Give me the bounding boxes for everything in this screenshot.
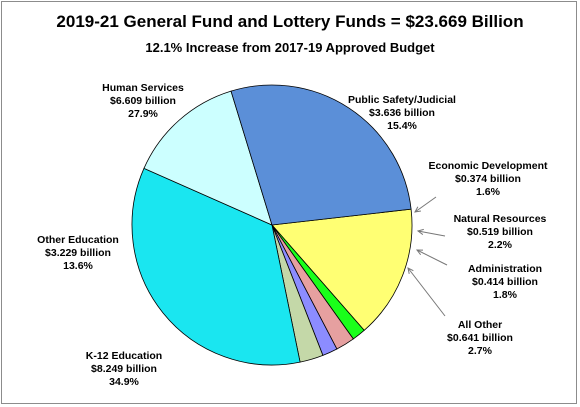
- slice-label-public-safety-judicial: Public Safety/Judicial $3.636 billion 15.4…: [348, 94, 456, 132]
- slice-label-k-12-education: K-12 Education $8.249 billion 34.9%: [86, 350, 162, 388]
- slice-label-other-education: Other Education $3.229 billion 13.6%: [37, 234, 119, 272]
- leader-line-administration: [416, 249, 448, 266]
- chart-title: 2019-21 General Fund and Lottery Funds =…: [56, 12, 524, 31]
- slice-label-natural-resources: Natural Resources $0.519 billion 2.2%: [454, 213, 547, 251]
- leader-line-economic-development: [414, 196, 437, 213]
- leader-arrow-economic-development: [414, 206, 421, 213]
- pie-slice-human-services: [230, 84, 412, 226]
- chart-subtitle: 12.1% Increase from 2017-19 Approved Bud…: [145, 40, 435, 55]
- pie-slice-other-education: [143, 90, 273, 226]
- leader-arrow-natural-resources: [416, 228, 424, 235]
- slice-label-human-services: Human Services $6.609 billion 27.9%: [102, 82, 184, 120]
- leader-line-all-other: [407, 267, 446, 317]
- slice-label-economic-development: Economic Development $0.374 billion 1.6%: [428, 160, 548, 198]
- leader-line-natural-resources: [417, 230, 446, 237]
- slice-label-all-other: All Other $0.641 billion 2.7%: [447, 319, 513, 357]
- leader-arrow-all-other: [407, 267, 414, 274]
- leader-arrow-administration: [415, 249, 424, 256]
- pie-slice-public-safety-judicial: [271, 208, 413, 331]
- pie-slice-k-12-education: [131, 167, 301, 366]
- slice-label-administration: Administration $0.414 billion 1.8%: [468, 263, 542, 301]
